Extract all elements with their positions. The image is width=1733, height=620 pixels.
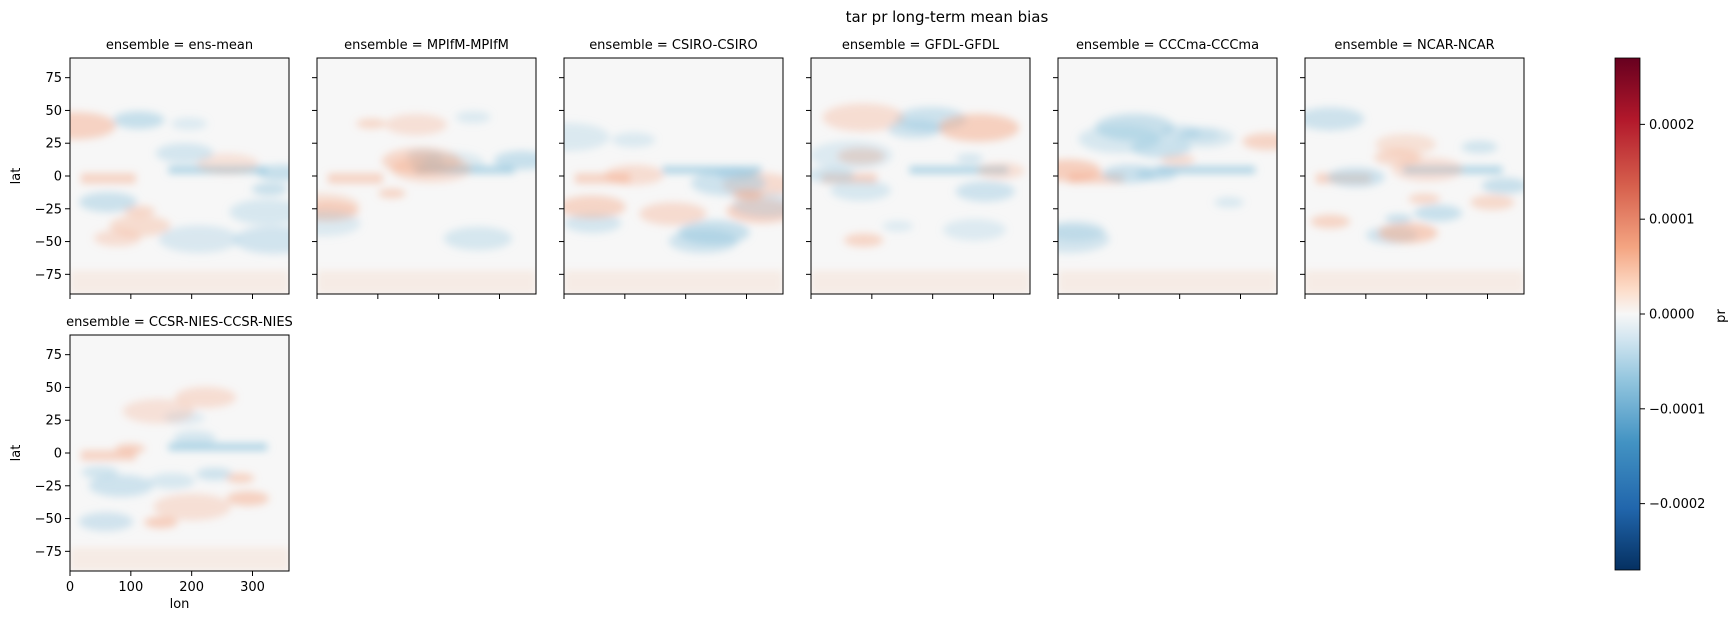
y-tick-label: 50 bbox=[45, 381, 62, 396]
x-axis-label: lon bbox=[170, 597, 190, 612]
colorbar-tick-label: 0.0001 bbox=[1649, 213, 1695, 228]
panel: ensemble = GFDL-GFDL bbox=[806, 38, 1031, 299]
panel-title: ensemble = ens-mean bbox=[106, 38, 253, 53]
bias-field bbox=[1305, 107, 1524, 294]
panel-title: ensemble = CCCma-CCCma bbox=[1076, 38, 1259, 53]
bias-field bbox=[70, 386, 289, 571]
y-tick-label: −25 bbox=[35, 479, 62, 494]
colorbar-ticks: 0.0002 0.0001 0.0000 −0.0001 −0.0002 bbox=[1640, 118, 1705, 512]
panel-title: ensemble = CCSR-NIES-CCSR-NIES bbox=[66, 315, 293, 330]
panel: ensemble = CSIRO-CSIRO bbox=[559, 38, 784, 299]
panel: ensemble = ens-mean 75 50 25 0 −25 −50 −75 lat bbox=[9, 38, 290, 299]
y-tick-label: −75 bbox=[35, 545, 62, 560]
x-tick-label: 300 bbox=[240, 580, 265, 595]
bias-field bbox=[317, 111, 536, 294]
y-tick-label: 0 bbox=[54, 170, 62, 185]
y-tick-label: 25 bbox=[45, 414, 62, 429]
panel: ensemble = CCCma-CCCma bbox=[1053, 38, 1278, 299]
panel-title: ensemble = NCAR-NCAR bbox=[1334, 38, 1494, 53]
colorbar-tick-label: 0.0000 bbox=[1649, 308, 1695, 323]
panel-title: ensemble = MPIfM-MPIfM bbox=[344, 38, 509, 53]
y-tick-label: 25 bbox=[45, 137, 62, 152]
panels: ensemble = ens-mean7550250−25−50−75laten… bbox=[9, 38, 1525, 612]
y-axis-label: lat bbox=[9, 168, 24, 185]
y-tick-label: 75 bbox=[45, 71, 62, 86]
panel-title: ensemble = GFDL-GFDL bbox=[842, 38, 1000, 53]
y-tick-label: −25 bbox=[35, 202, 62, 217]
colorbar-tick-label: −0.0001 bbox=[1649, 402, 1705, 417]
x-tick-label: 0 bbox=[66, 580, 74, 595]
y-tick-label: −50 bbox=[35, 512, 62, 527]
colorbar-tick-label: 0.0002 bbox=[1649, 118, 1695, 133]
y-tick-label: 0 bbox=[54, 447, 62, 462]
y-tick-label: 50 bbox=[45, 104, 62, 119]
figure-title: tar pr long-term mean bias bbox=[846, 8, 1049, 26]
y-tick-label: −50 bbox=[35, 235, 62, 250]
panel: ensemble = CCSR-NIES-CCSR-NIES 0 100 200 300… bbox=[9, 315, 293, 612]
x-tick-label: 100 bbox=[118, 580, 143, 595]
y-axis-label: lat bbox=[9, 445, 24, 462]
colorbar-label: pr bbox=[1714, 309, 1729, 323]
bias-field bbox=[1058, 113, 1277, 294]
colorbar: 0.0002 0.0001 0.0000 −0.0001 −0.0002 pr bbox=[1614, 57, 1729, 571]
x-tick-label: 200 bbox=[179, 580, 204, 595]
panel: ensemble = MPIfM-MPIfM bbox=[312, 38, 537, 299]
colorbar-tick-label: −0.0002 bbox=[1649, 497, 1705, 512]
colorbar-gradient bbox=[1614, 57, 1641, 571]
y-tick-label: 75 bbox=[45, 348, 62, 363]
bias-field bbox=[811, 103, 1030, 294]
y-tick-label: −75 bbox=[35, 268, 62, 283]
panel: ensemble = NCAR-NCAR bbox=[1300, 38, 1525, 299]
bias-field bbox=[564, 122, 783, 294]
panel-title: ensemble = CSIRO-CSIRO bbox=[589, 38, 758, 53]
bias-field bbox=[70, 111, 289, 294]
